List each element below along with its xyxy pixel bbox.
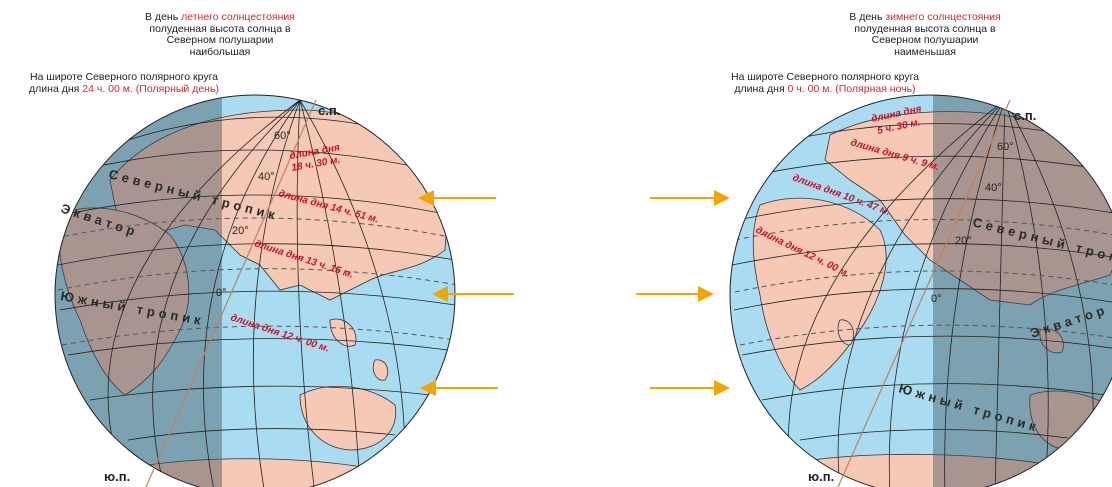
- right-north-pole-label: с.п.: [1014, 108, 1036, 123]
- left-land-islands: [329, 318, 389, 381]
- left-lat-40: 40°: [258, 171, 275, 183]
- right-land-africa: [752, 197, 887, 391]
- right-lat-60: 60°: [997, 141, 1014, 153]
- right-lat-40: 40°: [985, 182, 1002, 194]
- left-lat-0: 0°: [216, 287, 227, 299]
- left-caption: В день летнего солнцестояния полуденная …: [145, 11, 295, 58]
- right-caption-highlight: зимнего солнцестояния: [885, 11, 1001, 23]
- right-latitude-note: На широте Северного полярного круга длин…: [730, 71, 920, 95]
- left-lat-60: 60°: [274, 130, 291, 142]
- right-globe: с.п. ю.п. 60° 40° 20° 0° Северный тропик…: [729, 94, 1112, 487]
- left-note-highlight: 24 ч. 00 м. (Полярный день): [82, 82, 219, 95]
- left-latitude-note: На широте Северного полярного круга длин…: [29, 71, 219, 95]
- sun-arrows-left: [418, 190, 514, 396]
- sun-arrows-right: [636, 190, 730, 396]
- left-night-side: [55, 95, 222, 487]
- left-earth-axis: [145, 99, 317, 487]
- left-globe: с.п. ю.п. 60° 40° 20° 0° Северный тропик…: [54, 94, 456, 487]
- left-caption-highlight: летнего солнцестояния: [181, 11, 295, 23]
- left-north-pole-label: с.п.: [318, 103, 340, 118]
- right-land-islands: [837, 319, 1064, 354]
- right-note-highlight: 0 ч. 00 м. (Полярная ночь): [787, 82, 916, 95]
- right-lat-0: 0°: [931, 293, 942, 305]
- right-lat-20: 20°: [955, 235, 972, 247]
- left-south-pole-label: ю.п.: [104, 469, 130, 484]
- left-lat-20: 20°: [232, 225, 249, 237]
- right-caption: В день зимнего солнцестояния полуденная …: [849, 11, 1001, 58]
- right-earth-axis: [837, 99, 1011, 487]
- right-south-pole-label: ю.п.: [808, 469, 834, 484]
